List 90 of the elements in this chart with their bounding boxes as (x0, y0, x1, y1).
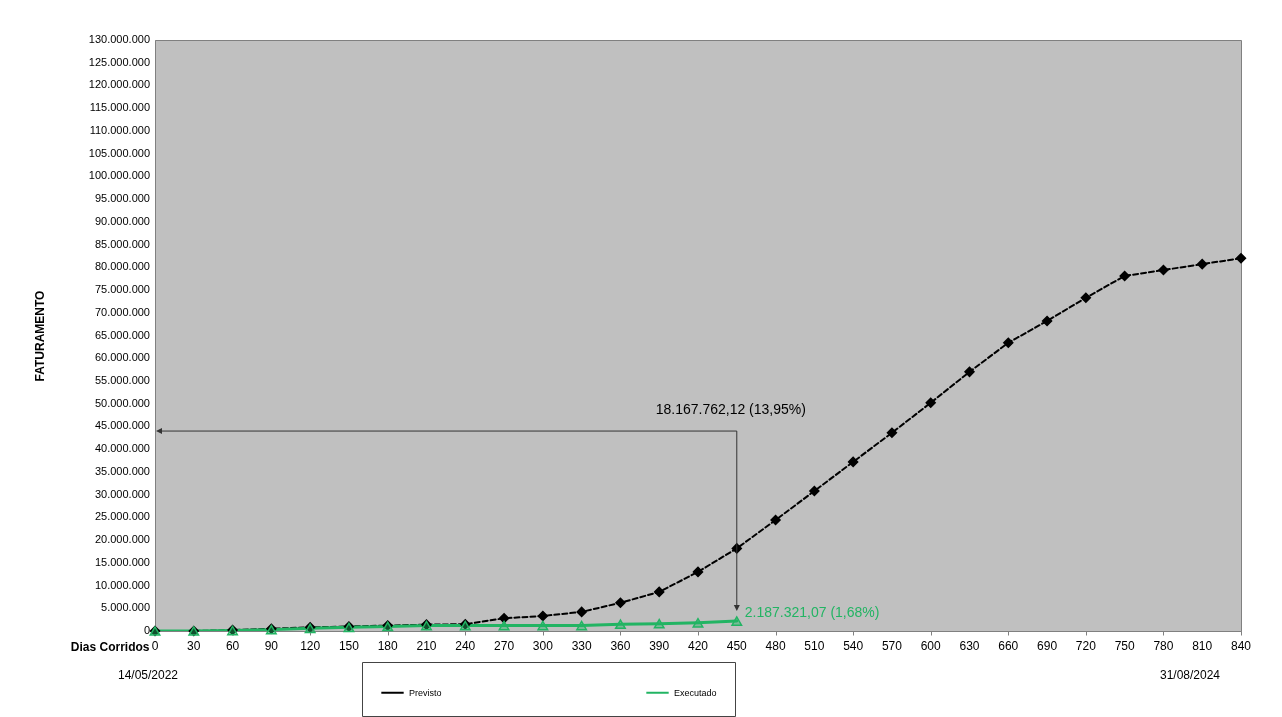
point (1003, 337, 1014, 348)
point (925, 397, 936, 409)
point (964, 366, 975, 378)
point (653, 586, 665, 598)
y-tick-label: 0 (143, 624, 150, 636)
point (886, 427, 898, 439)
x-tick-label: 720 (1075, 639, 1097, 653)
y-tick-label: 125.000.000 (88, 55, 150, 68)
y-tick-label: 110.000.000 (89, 123, 150, 136)
y-tick-label: 120.000.000 (88, 78, 150, 91)
text: 14/05/2022 (117, 668, 179, 682)
y-tick-label: 90.000.000 (94, 214, 150, 227)
legend-label: Previsto (409, 687, 442, 698)
point (1119, 270, 1130, 282)
y-tick-label: 75.000.000 (94, 283, 150, 296)
y-tick-label: 25.000.000 (94, 510, 150, 523)
y-tick-label: 45.000.000 (94, 419, 150, 432)
point (576, 620, 588, 631)
y-tick-label: 115.000.000 (89, 101, 150, 114)
x-tick-label: 360 (610, 639, 631, 653)
y-tick-label: 10.000.000 (94, 578, 150, 591)
x-tick-label: 390 (649, 639, 670, 653)
point (537, 610, 549, 622)
x-tick-label: 570 (881, 639, 903, 653)
x-tick-label: 0 (151, 639, 159, 653)
point (1158, 264, 1169, 276)
x-tick-label: 270 (494, 639, 515, 653)
point (498, 613, 510, 624)
x-tick-label: 780 (1153, 639, 1174, 653)
y-tick-label: 15.000.000 (94, 555, 150, 568)
annotation: 18.167.762,12 (13,95%) (655, 401, 806, 418)
y-tick-label: 105.000.000 (88, 146, 150, 159)
y-tick-label: 85.000.000 (94, 237, 150, 250)
x-tick-label: 630 (959, 639, 980, 653)
point (809, 485, 820, 497)
y-tick-label: 40.000.000 (94, 442, 150, 455)
point (576, 606, 587, 618)
point (847, 456, 859, 468)
x-tick-label: 660 (998, 639, 1019, 653)
point (1235, 252, 1247, 264)
text: 31/08/2024 (1159, 668, 1221, 682)
y-tick-label: 20.000.000 (94, 533, 150, 546)
point (537, 620, 549, 631)
y-tick-label: 60.000.000 (94, 351, 150, 364)
x-tick-label: 750 (1114, 639, 1135, 653)
y-tick-label: 95.000.000 (94, 192, 150, 205)
y-tick-label: 65.000.000 (94, 328, 150, 341)
point (614, 619, 626, 630)
x-tick-label: 420 (687, 639, 709, 653)
x-tick-label: 240 (455, 639, 476, 653)
x-tick-label: 690 (1037, 639, 1058, 653)
y-tick-label: 30.000.000 (94, 487, 150, 500)
point (498, 620, 510, 631)
x-tick-label: 600 (920, 639, 942, 653)
legend-label: Executado (674, 687, 717, 698)
point (1041, 315, 1053, 327)
point (615, 597, 626, 609)
point (1196, 258, 1208, 270)
x-tick-label: 300 (532, 639, 554, 653)
point (653, 618, 665, 629)
point (692, 617, 704, 628)
point (1080, 292, 1092, 303)
y-tick-label: 100.000.000 (88, 169, 150, 182)
x-tick-label: 60 (225, 639, 240, 653)
x-tick-label: 210 (416, 639, 437, 653)
x-tick-label: 150 (338, 639, 360, 653)
x-tick-label: 90 (264, 639, 279, 653)
y-tick-label: 50.000.000 (94, 396, 150, 409)
x-tick-label: 30 (187, 639, 201, 653)
y-tick-label: 80.000.000 (94, 260, 150, 273)
x-tick-label: 510 (804, 639, 825, 653)
point (770, 514, 781, 526)
y-tick-label: 130.000.000 (88, 33, 150, 45)
y-tick-label: 5.000.000 (101, 601, 150, 614)
x-tick-label: 450 (726, 639, 748, 653)
y-axis-title: FATURAMENTO (33, 290, 47, 382)
x-tick-label: 840 (1230, 639, 1252, 653)
x-tick-label: 330 (571, 639, 592, 653)
x-axis-title: Dias Corridos (70, 639, 150, 654)
x-tick-label: 480 (765, 639, 786, 653)
point (731, 616, 743, 626)
x-tick-label: 120 (300, 639, 321, 653)
x-tick-label: 540 (843, 639, 864, 653)
y-tick-label: 55.000.000 (94, 373, 150, 386)
x-tick-label: 810 (1192, 639, 1213, 653)
point (692, 566, 704, 578)
y-tick-label: 35.000.000 (94, 464, 150, 477)
annotation: 2.187.321,07 (1,68%) (744, 604, 880, 621)
x-tick-label: 180 (377, 639, 399, 653)
y-tick-label: 70.000.000 (94, 305, 150, 318)
